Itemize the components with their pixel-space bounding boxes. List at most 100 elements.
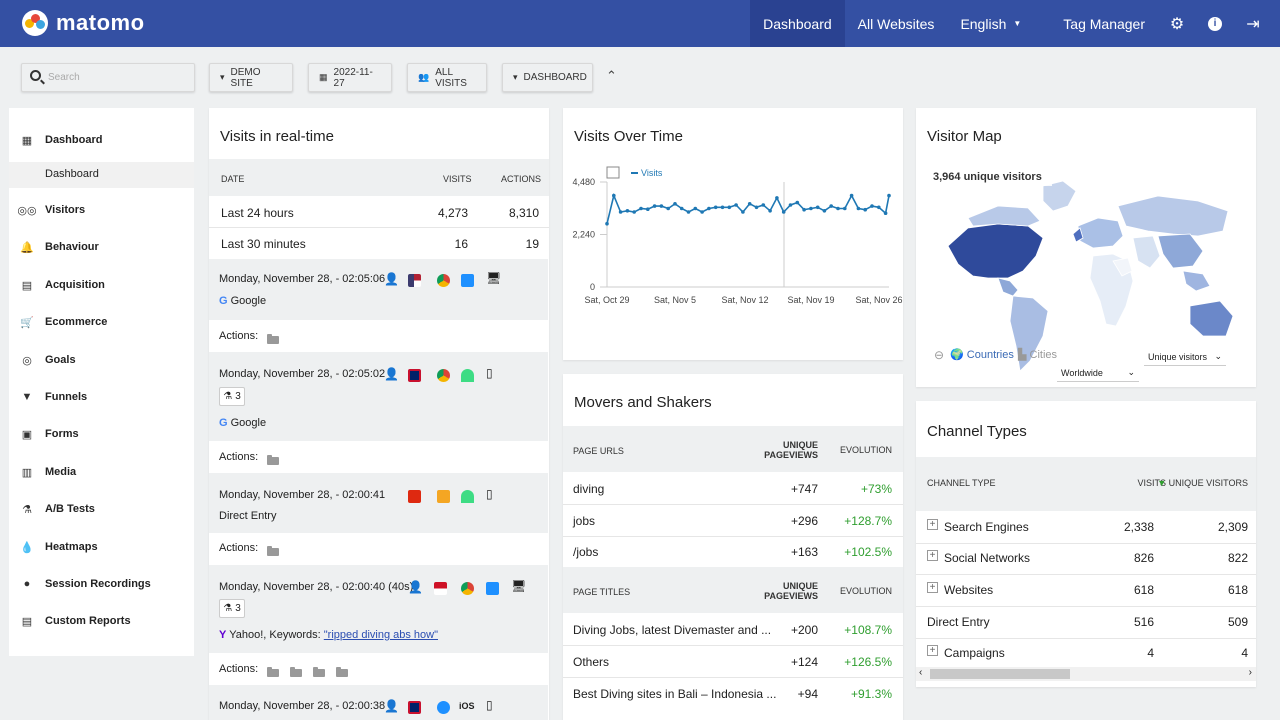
table-row[interactable]: Best Diving sites in Bali – Indonesia ..… <box>563 678 903 709</box>
row-evolution: +128.7% <box>844 514 892 528</box>
sidebar-item-media[interactable]: ▥ Media <box>9 457 194 487</box>
folder-icon[interactable] <box>267 333 279 344</box>
sidebar-item-custom-reports[interactable]: ▤ Custom Reports <box>9 606 194 636</box>
nav-dashboard[interactable]: Dashboard <box>750 0 845 47</box>
sidebar-item-session-recordings[interactable]: ● Session Recordings <box>9 569 194 599</box>
logo-text: matomo <box>56 10 145 35</box>
sidebar-item-goals[interactable]: ◎ Goals <box>9 345 194 375</box>
table-row[interactable]: + Websites 618 618 <box>916 574 1256 606</box>
table-row[interactable]: Diving Jobs, latest Divemaster and ... +… <box>563 614 903 645</box>
folder-icon[interactable] <box>313 666 325 677</box>
metric-select[interactable]: Unique visitors ⌄ <box>1144 348 1226 366</box>
cart-icon: 🛒 <box>20 316 34 329</box>
table-row[interactable]: diving +747 +73% <box>563 472 903 503</box>
row-visits: 516 <box>1133 615 1154 629</box>
folder-icon[interactable] <box>267 545 279 556</box>
sidebar-item-ecommerce[interactable]: 🛒 Ecommerce <box>9 307 194 337</box>
sidebar-item-funnels[interactable]: ▼ Funnels <box>9 382 194 412</box>
sidebar-item-heatmaps[interactable]: 💧 Heatmaps <box>9 532 194 562</box>
row-value: +200 <box>790 623 818 637</box>
sidebar-item-dashboard[interactable]: ▦ Dashboard <box>9 125 194 155</box>
folder-icon[interactable] <box>267 454 279 465</box>
scroll-right-icon[interactable]: › <box>1248 667 1252 678</box>
table-row[interactable]: + Campaigns 4 4 <box>916 637 1256 669</box>
widget-title: Movers and Shakers <box>574 394 712 411</box>
header-visits[interactable]: VISITS <box>1137 478 1166 488</box>
visitor-profile-icon[interactable]: 👤 <box>384 699 399 713</box>
sidebar-item-label: Visitors <box>45 204 86 216</box>
table-row[interactable]: Others +124 +126.5% <box>563 646 903 677</box>
tab-cities[interactable]: ▙ Cities <box>1018 348 1057 361</box>
region-select[interactable]: Worldwide ⌄ <box>1057 364 1139 382</box>
data-point <box>863 207 867 212</box>
expand-icon[interactable]: + <box>927 550 938 561</box>
matomo-logo[interactable]: matomo <box>22 10 145 36</box>
info-icon[interactable]: i <box>1196 0 1234 47</box>
site-selector[interactable]: ▾ DEMO SITE <box>209 63 293 92</box>
folder-icon[interactable] <box>336 666 348 677</box>
row-label: Websites <box>944 583 994 597</box>
sidebar-item-behaviour[interactable]: 🔔 Behaviour <box>9 232 194 262</box>
row-value: +124 <box>790 655 818 669</box>
sidebar-item-label: A/B Tests <box>45 503 95 515</box>
world-map[interactable]: 3,964 unique visitors <box>928 166 1256 387</box>
ios-icon: iOS <box>459 701 475 711</box>
visit-item[interactable]: Monday, November 28, - 02:00:41 ▯ Direct… <box>209 473 548 533</box>
language-selector[interactable]: English ▼ <box>947 0 1034 47</box>
visit-item[interactable]: Monday, November 28, - 02:05:02 👤 ▯ ⚗ 3 … <box>209 352 548 441</box>
header-evolution: EVOLUTION <box>839 445 892 455</box>
sidebar-item-acquisition[interactable]: ▤ Acquisition <box>9 270 194 300</box>
flag-uk-icon <box>408 369 421 382</box>
segment-selector[interactable]: 👥 ALL VISITS <box>407 63 487 92</box>
sidebar-item-visitors[interactable]: ◎◎ Visitors <box>9 195 194 225</box>
table-row[interactable]: + Search Engines 2,338 2,309 <box>916 511 1256 543</box>
gear-icon[interactable]: ⚙ <box>1169 15 1185 33</box>
sidebar-subitem-dashboard[interactable]: Dashboard <box>9 162 194 188</box>
nav-tag-manager[interactable]: Tag Manager <box>1063 15 1145 32</box>
sidebar-subitem-label: Dashboard <box>45 168 99 180</box>
sidebar-item-ab-tests[interactable]: ⚗ A/B Tests <box>9 494 194 524</box>
tab-countries[interactable]: 🌍 Countries <box>950 348 1014 361</box>
data-point <box>747 202 752 206</box>
scrollbar-thumb[interactable] <box>930 669 1070 679</box>
visit-item[interactable]: Monday, November 28, - 02:00:40 (40s) 👤 … <box>209 565 548 653</box>
search-input[interactable]: Search <box>21 63 195 92</box>
visitor-profile-icon[interactable]: 👤 <box>384 367 399 381</box>
table-row[interactable]: /jobs +163 +102.5% <box>563 536 903 567</box>
data-point <box>625 209 630 213</box>
data-point <box>836 206 840 211</box>
expand-icon[interactable]: + <box>927 582 938 593</box>
date-selector[interactable]: ▦ 2022-11-27 <box>308 63 392 92</box>
data-point <box>605 221 609 226</box>
horizontal-scrollbar[interactable]: ‹ › <box>916 667 1256 681</box>
visitor-profile-icon[interactable]: 👤 <box>384 272 399 286</box>
table-row[interactable]: jobs +296 +128.7% <box>563 505 903 536</box>
referrer-label: Direct Entry <box>219 510 277 522</box>
search-icon <box>30 70 41 81</box>
visitor-profile-icon[interactable]: 👤 <box>408 580 423 594</box>
nav-all-websites[interactable]: All Websites <box>857 15 935 32</box>
header-unique-visitors[interactable]: ▼ UNIQUE VISITORS <box>1157 478 1248 488</box>
visit-item[interactable]: Monday, November 28, - 02:05:06 👤 🖥 G Go… <box>209 259 548 320</box>
dashboard-manager-button[interactable]: ▾ DASHBOARD <box>502 63 593 92</box>
data-point <box>883 211 888 215</box>
zoom-out-icon[interactable]: ⊖ <box>934 348 945 362</box>
visit-item[interactable]: Monday, November 28, - 02:00:38 👤 iOS ▯ <box>209 685 548 720</box>
scroll-left-icon[interactable]: ‹ <box>919 667 923 678</box>
table-row[interactable]: Direct Entry 516 509 <box>916 606 1256 638</box>
forms-icon: ▣ <box>21 428 33 441</box>
sidebar-item-label: Session Recordings <box>45 578 151 590</box>
sign-out-icon[interactable]: ⇥ <box>1246 15 1260 33</box>
folder-icon[interactable] <box>267 666 279 677</box>
sidebar-item-forms[interactable]: ▣ Forms <box>9 419 194 449</box>
collapse-icon[interactable]: ⌃ <box>606 68 617 83</box>
row-label: Campaigns <box>944 646 1005 660</box>
expand-icon[interactable]: + <box>927 519 938 530</box>
keyword-link[interactable]: "ripped diving abs how" <box>323 629 438 641</box>
data-point <box>632 210 636 214</box>
folder-icon[interactable] <box>290 666 302 677</box>
table-row[interactable]: + Social Networks 826 822 <box>916 542 1256 574</box>
visit-actions-row: Actions: <box>209 653 548 685</box>
chevron-down-icon: ⌄ <box>1127 367 1135 377</box>
expand-icon[interactable]: + <box>927 645 938 656</box>
